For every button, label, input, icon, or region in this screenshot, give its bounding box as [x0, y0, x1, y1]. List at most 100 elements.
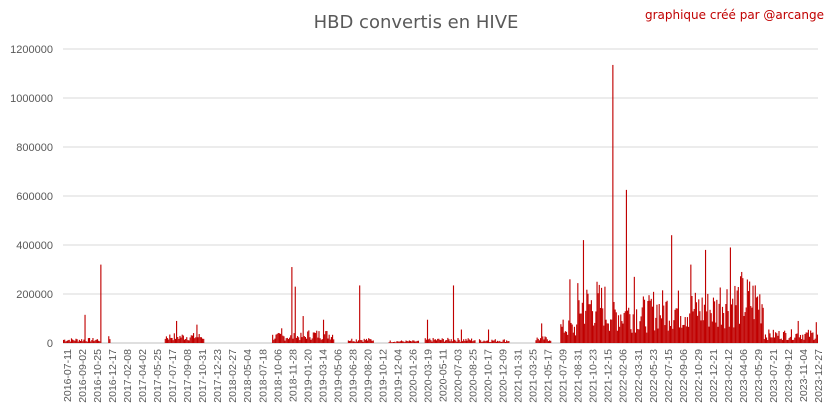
bar	[166, 338, 169, 343]
bar	[492, 340, 494, 343]
bar	[81, 339, 83, 343]
bar	[716, 299, 718, 343]
bar	[389, 340, 391, 343]
bar	[663, 305, 665, 343]
x-tick-label: 2023-02-12	[723, 349, 735, 403]
bar	[394, 341, 396, 343]
bar	[718, 303, 720, 343]
bar	[272, 334, 274, 343]
bar	[614, 309, 616, 343]
bar	[442, 338, 444, 343]
bar	[667, 330, 669, 343]
x-tick-label: 2017-04-02	[137, 349, 149, 403]
bar	[640, 316, 642, 343]
bar	[416, 340, 418, 343]
bar	[187, 340, 189, 343]
bar	[723, 313, 725, 343]
bar	[89, 337, 91, 343]
bar	[311, 338, 313, 343]
bar	[684, 317, 686, 343]
bar	[309, 337, 311, 343]
bar	[573, 326, 575, 343]
bar	[361, 340, 363, 343]
x-tick-label: 2016-07-11	[62, 349, 74, 402]
bar	[701, 297, 703, 343]
bar	[202, 338, 204, 343]
bar	[407, 341, 409, 343]
bar	[666, 300, 668, 343]
bar	[645, 326, 647, 343]
bar	[79, 340, 82, 343]
bar	[393, 342, 395, 343]
bar	[199, 337, 201, 343]
bar	[545, 337, 547, 343]
bar	[546, 339, 548, 343]
bar	[391, 342, 394, 343]
bar	[95, 339, 97, 343]
bar	[654, 330, 656, 343]
bar	[650, 298, 652, 343]
bar	[290, 335, 292, 343]
bar	[770, 337, 772, 343]
bar	[417, 340, 420, 343]
y-tick-label: 0	[47, 338, 53, 350]
bar	[67, 340, 69, 343]
x-tick-label: 2022-09-06	[678, 349, 690, 403]
bar	[745, 307, 747, 343]
bar	[621, 321, 623, 343]
bar	[181, 334, 183, 343]
bar	[742, 278, 744, 343]
bar	[642, 296, 644, 343]
bar	[596, 281, 598, 343]
bar	[459, 341, 461, 343]
bar	[796, 333, 798, 343]
bar	[560, 324, 562, 343]
bar	[543, 339, 545, 343]
bar	[409, 340, 412, 343]
bar	[426, 319, 429, 343]
bar	[454, 339, 456, 343]
bar	[203, 338, 205, 343]
bar	[617, 315, 620, 343]
bar	[693, 308, 695, 343]
x-tick-label: 2021-10-23	[588, 349, 600, 403]
y-tick-label: 1200000	[10, 44, 53, 56]
bar	[179, 335, 181, 343]
bar	[457, 338, 459, 343]
bar	[497, 340, 499, 343]
bar	[677, 290, 679, 343]
bar	[291, 267, 293, 343]
bar	[402, 341, 404, 343]
bar	[66, 340, 68, 343]
bar	[726, 289, 728, 343]
bar	[463, 339, 465, 343]
bar	[65, 341, 67, 343]
x-tick-label: 2017-09-08	[182, 349, 194, 403]
bar	[494, 339, 496, 343]
bar	[628, 307, 630, 343]
bar	[807, 329, 809, 343]
bar	[751, 307, 753, 343]
bar	[312, 332, 314, 343]
bar	[788, 338, 790, 343]
bar	[586, 289, 588, 343]
bar	[484, 341, 486, 343]
bar	[186, 337, 188, 343]
bar	[802, 334, 804, 343]
x-tick-label: 2017-05-25	[152, 349, 164, 403]
bar	[281, 328, 283, 343]
x-tick-label: 2018-07-18	[257, 349, 269, 403]
bar	[351, 338, 353, 343]
bar	[408, 340, 410, 343]
bar	[87, 338, 89, 343]
bar	[298, 337, 300, 343]
bar	[320, 339, 322, 343]
bar	[815, 322, 817, 343]
bar	[715, 322, 717, 343]
bar	[789, 336, 791, 343]
bar	[550, 340, 552, 343]
bar	[668, 320, 670, 343]
chart-title: HBD convertis en HIVE	[313, 12, 519, 33]
bar	[711, 321, 713, 343]
bar	[371, 340, 373, 343]
